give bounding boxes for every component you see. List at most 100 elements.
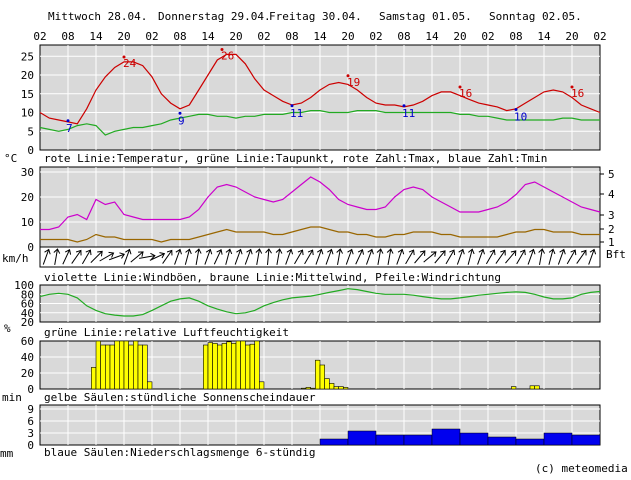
arrow-head [336,248,343,254]
arrow-head [548,248,556,255]
arrow-shaft [90,250,103,264]
precip-ytick: 6 [27,415,34,428]
sun-ytick: 60 [21,335,34,348]
arrow-shaft [456,249,464,265]
sun-bar [343,387,349,390]
precip-bar [543,432,573,446]
precip-bar [347,430,377,446]
arrow-shaft [315,249,322,265]
arrow-shaft [576,250,587,264]
arrow-shaft [204,249,211,265]
arrow-head [478,248,485,255]
wind-arrow-icon [213,248,223,265]
arrow-shaft [505,250,517,264]
arrow-shaft [485,249,495,265]
arrow-head [357,248,364,255]
arrow-head [125,248,132,255]
wind-arrow-icon [285,248,294,265]
arrow-head [246,248,253,255]
sun-ytick: 40 [21,351,34,364]
sun-bar [109,344,115,390]
sun-bar [245,344,251,390]
wind-arrow-icon [456,248,465,265]
wind-ytick: 30 [21,166,34,179]
arrow-shaft [285,249,292,265]
sun-bar [217,344,223,390]
mean-wind-line [40,226,600,243]
precip-ytick: 3 [27,427,34,440]
wind-arrow-icon [294,249,304,265]
sun-bar [254,340,260,390]
precip-bar [319,438,349,446]
arrow-shaft [377,249,382,265]
arrow-shaft [162,250,173,264]
day-label: Freitag 30.04. [269,10,362,23]
sun-bar [212,343,218,390]
hour-tick-label: 14 [425,30,439,43]
tmin-marker [402,104,406,108]
bft-tick-label: 2 [608,223,615,236]
sun-bar [319,364,325,390]
arrow-shaft [337,249,341,265]
wind-arrow-icon [71,249,82,264]
gust-line [40,176,601,231]
arrow-shaft [516,249,526,265]
sun-caption: gelbe Säulen:stündliche Sonnenscheindaue… [44,391,316,404]
sun-bar [315,359,321,390]
wind-arrow-icon [184,248,192,265]
arrow-shaft [213,249,222,265]
arrow-head [489,249,496,256]
arrow-shaft [539,249,543,265]
sun-bar [534,385,540,390]
arrow-shaft [123,249,131,265]
arrow-head [205,248,213,255]
arrow-shaft [414,250,426,264]
tmin-label: 7 [66,122,73,135]
arrow-shaft [588,249,595,265]
sun-bar [100,344,106,390]
wind-arrow-icon [304,249,314,265]
wind-arrow-icon [355,248,364,265]
sun-bar [249,343,255,390]
arrow-head [538,248,545,254]
arrow-shaft [54,249,58,265]
wind-arrow-icon [485,249,496,265]
arrow-shaft [345,249,353,265]
arrow-head [307,249,314,256]
tmax-marker [220,48,224,51]
hour-tick-label: 08 [397,30,410,43]
arrow-head [449,249,456,256]
arrow-head [376,248,384,254]
arrow-head [150,252,156,260]
sun-bar [91,367,97,390]
temp-ytick: 25 [21,50,34,63]
arrow-shaft [234,249,242,265]
sun-ytick: 20 [21,367,34,380]
tmax-label: 19 [347,76,360,89]
wind-arrow-icon [434,250,446,264]
wind-arrow-icon [396,248,405,265]
arrow-shaft [365,249,373,265]
arrow-shaft [325,249,333,265]
wind-arrow-icon [467,248,475,265]
wind-arrow-icon [109,252,126,261]
humidity-ytick: 100 [14,279,34,292]
hour-tick-label: 14 [537,30,551,43]
bft-tick-label: 5 [608,168,615,181]
arrow-shaft [174,249,181,265]
tmax-marker [458,85,462,89]
tmin-label: 9 [178,114,185,127]
temperature-line [39,53,601,125]
sun-bar [529,385,535,390]
arrow-shaft [434,250,446,264]
arrow-shaft [294,249,303,265]
arrow-head [500,249,506,256]
hour-tick-label: 20 [117,30,130,43]
arrow-shaft [256,249,260,265]
dewpoint-line [39,109,600,136]
sun-bar [114,340,120,390]
arrow-head [316,248,324,255]
arrow-head [97,250,103,257]
wind-arrow-icon [505,250,517,264]
arrow-head [85,249,92,256]
